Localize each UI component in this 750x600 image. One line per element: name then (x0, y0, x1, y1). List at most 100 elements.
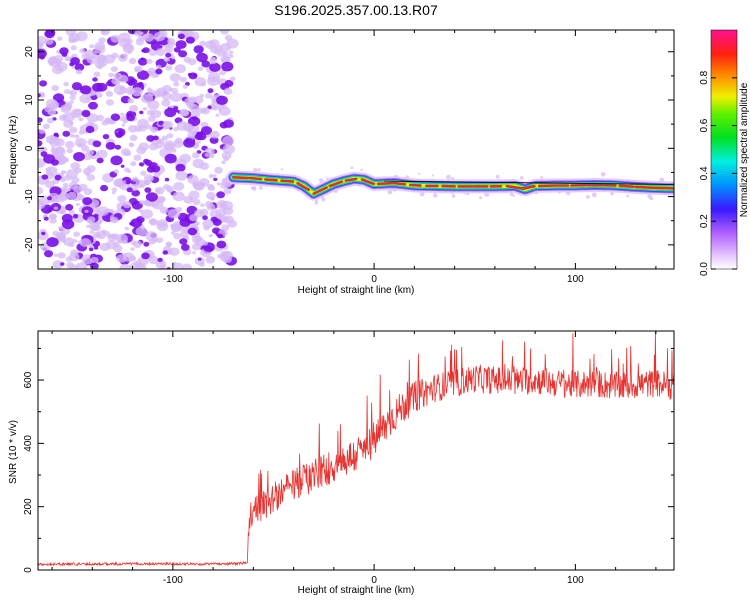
noise-blob (111, 187, 118, 192)
noise-blob (130, 161, 137, 167)
noise-blob (63, 89, 71, 95)
noise-blob (137, 81, 144, 87)
noise-blob (156, 64, 162, 70)
noise-blob (222, 51, 229, 57)
noise-blob (195, 107, 204, 115)
track-core-segment (376, 181, 396, 186)
noise-blob (210, 56, 216, 62)
noise-blob (153, 171, 161, 178)
noise-blob (209, 209, 221, 219)
noise-blob (123, 252, 128, 256)
noise-blob (73, 152, 85, 162)
noise-blob (199, 208, 209, 217)
noise-blob (216, 191, 226, 199)
track-core-segment (408, 183, 422, 187)
noise-blob (43, 216, 49, 221)
noise-blob (75, 69, 83, 75)
noise-blob (53, 132, 59, 137)
noise-blob (93, 213, 99, 218)
noise-blob (216, 240, 227, 249)
noise-blob (174, 64, 186, 74)
noise-blob (74, 134, 80, 139)
noise-blob (163, 140, 176, 151)
noise-blob (155, 48, 166, 57)
track-fit-line (384, 180, 674, 185)
noise-blob (62, 112, 75, 123)
noise-blob (53, 206, 59, 210)
noise-blob (175, 40, 187, 49)
noise-blob (610, 191, 614, 196)
noise-blob (58, 157, 64, 162)
noise-blob (79, 94, 92, 104)
noise-blob (208, 173, 215, 179)
noise-blob (60, 262, 65, 266)
noise-blob (201, 126, 212, 135)
noise-blob (143, 33, 155, 42)
noise-blob (38, 40, 44, 49)
noise-blob (194, 221, 200, 226)
noise-blob (133, 154, 142, 161)
noise-blob (68, 181, 79, 190)
x-tick-label: 100 (567, 274, 584, 285)
snr-y-label: SNR (10 * v/v) (8, 420, 19, 484)
colorbar-ticks: 0.0 0.2 0.4 0.6 0.8 (699, 70, 737, 276)
colorbar-label: Normalized spectral amplitude (739, 82, 750, 217)
noise-blob (38, 48, 47, 59)
noise-blob (221, 104, 227, 109)
noise-blob (117, 91, 123, 96)
noise-blob (148, 176, 153, 180)
noise-blob (103, 54, 116, 64)
noise-blob (148, 218, 157, 225)
track-core-segment (360, 178, 376, 186)
colorbar-tick-label: 0.4 (699, 166, 710, 180)
noise-blob (135, 226, 148, 237)
noise-blob (150, 109, 162, 119)
noise-blob (139, 200, 145, 205)
noise-blob (137, 208, 143, 213)
track-core-segment (231, 176, 249, 180)
track-core-segment (392, 181, 407, 186)
noise-blob (74, 63, 85, 71)
noise-blob (47, 196, 52, 201)
noise-blob (209, 130, 220, 139)
noise-blob (47, 192, 60, 203)
noise-blob (124, 226, 130, 231)
noise-blob (126, 187, 133, 193)
snr-panel: -100 0 100 0 200 400 600 Height of straight l… (8, 330, 675, 596)
noise-blob (39, 80, 48, 87)
noise-blob (77, 194, 85, 201)
noise-blob (65, 140, 75, 149)
noise-blob (164, 46, 173, 54)
noise-blob (94, 246, 99, 250)
noise-blob (214, 166, 223, 174)
chart-title: S196.2025.357.00.13.R07 (274, 2, 438, 18)
noise-blob (280, 168, 284, 171)
y-tick-label: 200 (23, 498, 34, 515)
noise-blob (51, 85, 59, 92)
noise-blob (218, 214, 223, 219)
track-core-segment (650, 186, 669, 190)
noise-blob (128, 125, 138, 133)
noise-blob (92, 140, 102, 148)
noise-blob (110, 155, 123, 166)
noise-blob (77, 142, 84, 148)
noise-blob (129, 78, 138, 85)
noise-blob (591, 192, 597, 198)
noise-blob (96, 114, 104, 122)
noise-blob (215, 113, 220, 117)
noise-blob (58, 226, 63, 230)
noise-blob (98, 37, 106, 44)
noise-blob (221, 61, 234, 72)
noise-blob (150, 128, 155, 132)
noise-blob (129, 221, 135, 226)
noise-blob (110, 113, 121, 121)
noise-blob (196, 52, 208, 63)
noise-blob (128, 255, 136, 262)
noise-blob (187, 72, 193, 77)
noise-blob (131, 87, 143, 97)
noise-blob (187, 174, 199, 184)
track-core-segment (618, 184, 635, 188)
noise-blob (68, 32, 81, 43)
noise-blob (173, 232, 182, 240)
